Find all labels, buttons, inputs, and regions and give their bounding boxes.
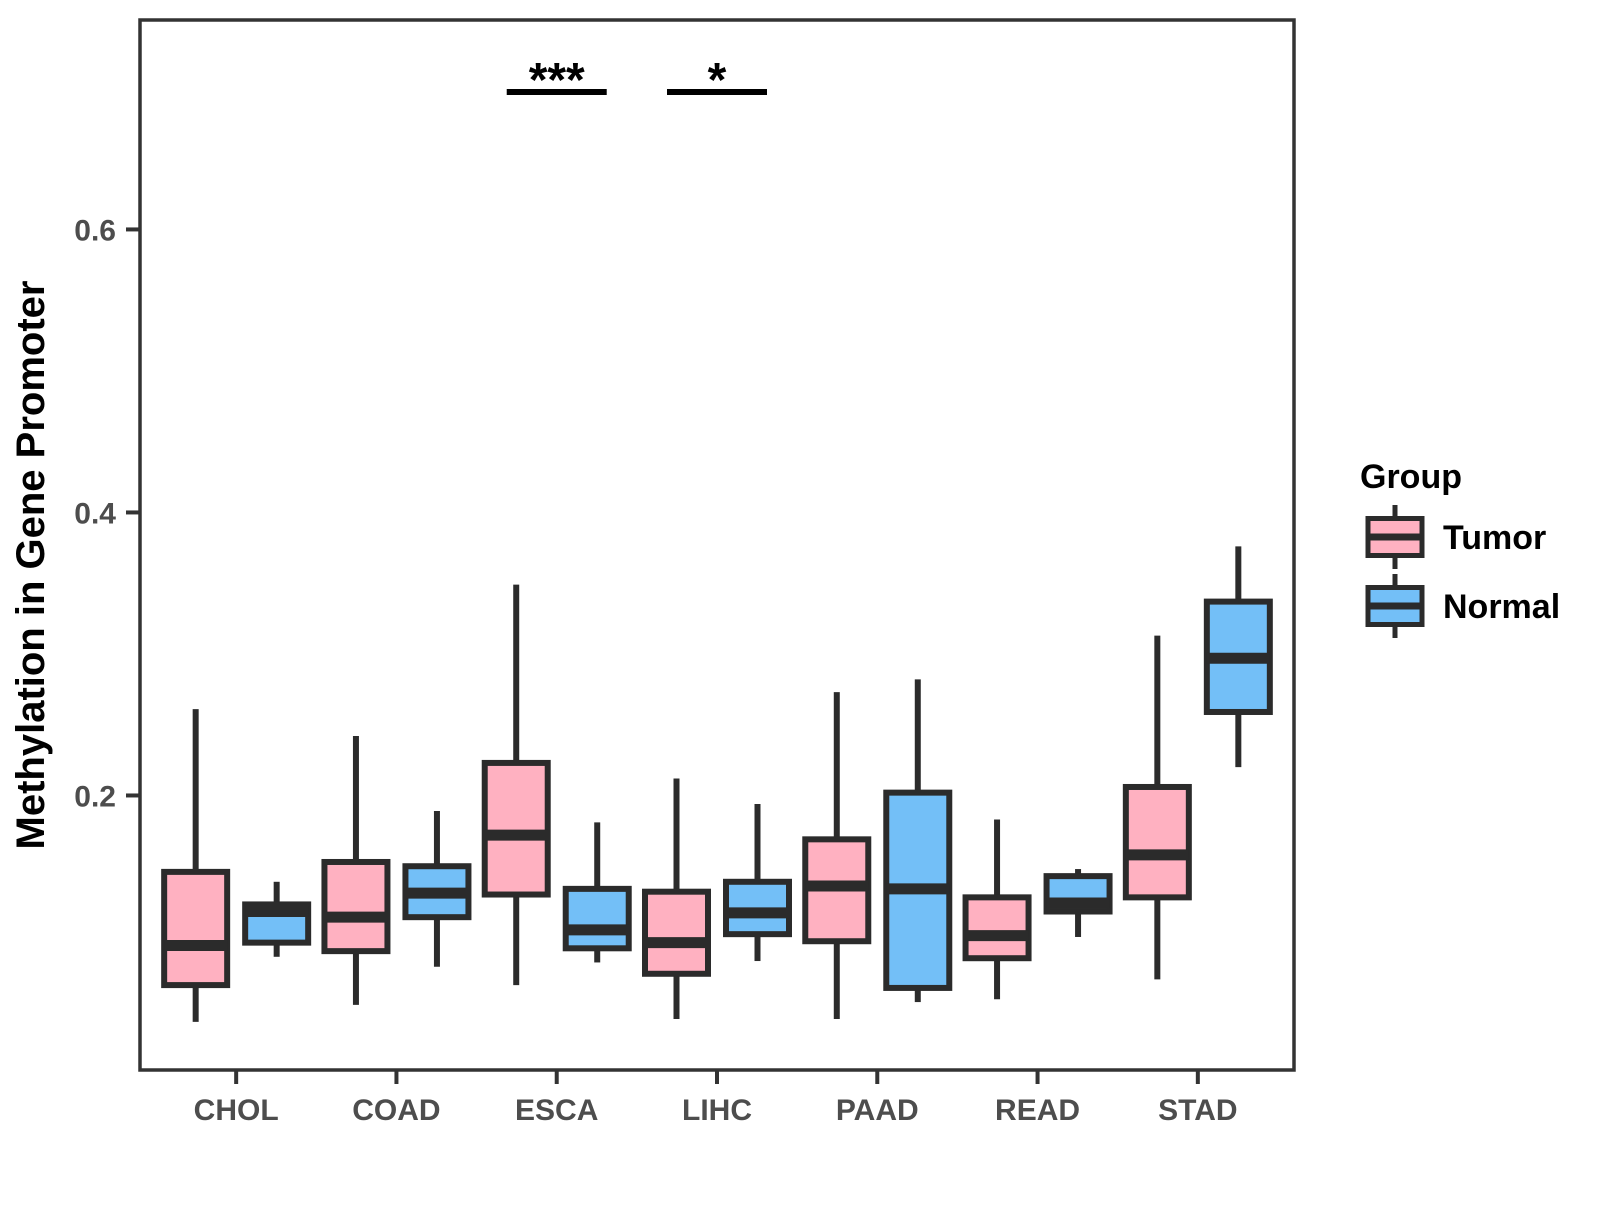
legend: Group Tumor Normal bbox=[1360, 458, 1560, 638]
iqr-box bbox=[321, 858, 391, 955]
box-coad-tumor bbox=[321, 736, 391, 1005]
y-axis-title: Methylation in Gene Promoter bbox=[9, 281, 53, 850]
x-tick-label-stad: STAD bbox=[1158, 1094, 1237, 1127]
box-paad-normal bbox=[883, 679, 953, 1003]
y-tick-label: 0.4 bbox=[74, 497, 116, 530]
box-lihc-tumor bbox=[642, 778, 711, 1020]
legend-label: Normal bbox=[1443, 588, 1560, 626]
iqr-box bbox=[962, 894, 1032, 962]
legend-entries: Tumor Normal bbox=[1365, 505, 1560, 638]
x-tick-label-read: READ bbox=[995, 1094, 1080, 1127]
significance-esca: *** bbox=[506, 54, 607, 107]
iqr-box bbox=[481, 759, 551, 898]
iqr-box bbox=[161, 868, 231, 989]
legend-label: Tumor bbox=[1443, 519, 1546, 557]
legend-title: Group bbox=[1360, 458, 1462, 496]
iqr-box bbox=[642, 888, 711, 977]
axes-layer: 0.2 0.4 0.6 CHOL COAD ESCA LIHC PAAD READ STAD bbox=[74, 214, 1237, 1127]
y-tick-label: 0.2 bbox=[74, 780, 116, 813]
box-coad-normal bbox=[402, 811, 472, 967]
iqr-box bbox=[562, 885, 632, 952]
x-tick-label-lihc: LIHC bbox=[682, 1094, 752, 1127]
x-tick-label-esca: ESCA bbox=[515, 1094, 598, 1127]
x-tick-label-paad: PAAD bbox=[836, 1094, 919, 1127]
box-esca-normal bbox=[562, 822, 632, 963]
boxes-layer bbox=[161, 546, 1273, 1022]
panel-border bbox=[138, 18, 1296, 1072]
box-read-normal bbox=[1043, 869, 1113, 937]
box-stad-normal bbox=[1203, 546, 1273, 768]
box-esca-tumor bbox=[481, 584, 551, 986]
box-chol-tumor bbox=[161, 709, 231, 1022]
annotations-layer: *** * bbox=[506, 54, 767, 107]
legend-entry-normal: Normal bbox=[1365, 574, 1560, 638]
significance-stars: *** bbox=[529, 54, 585, 107]
box-read-tumor bbox=[962, 819, 1032, 1000]
legend-entry-tumor: Tumor bbox=[1365, 505, 1546, 569]
box-lihc-normal bbox=[723, 803, 792, 962]
significance-stars: * bbox=[708, 54, 727, 107]
plot-panel bbox=[138, 18, 1296, 1072]
box-stad-tumor bbox=[1122, 635, 1192, 980]
box-chol-normal bbox=[242, 881, 312, 957]
y-tick-label: 0.6 bbox=[74, 214, 116, 247]
x-tick-label-chol: CHOL bbox=[194, 1094, 279, 1127]
x-tick-label-coad: COAD bbox=[352, 1094, 440, 1127]
box-paad-tumor bbox=[802, 692, 872, 1020]
iqr-box bbox=[1122, 783, 1192, 901]
significance-lihc: * bbox=[667, 54, 767, 107]
